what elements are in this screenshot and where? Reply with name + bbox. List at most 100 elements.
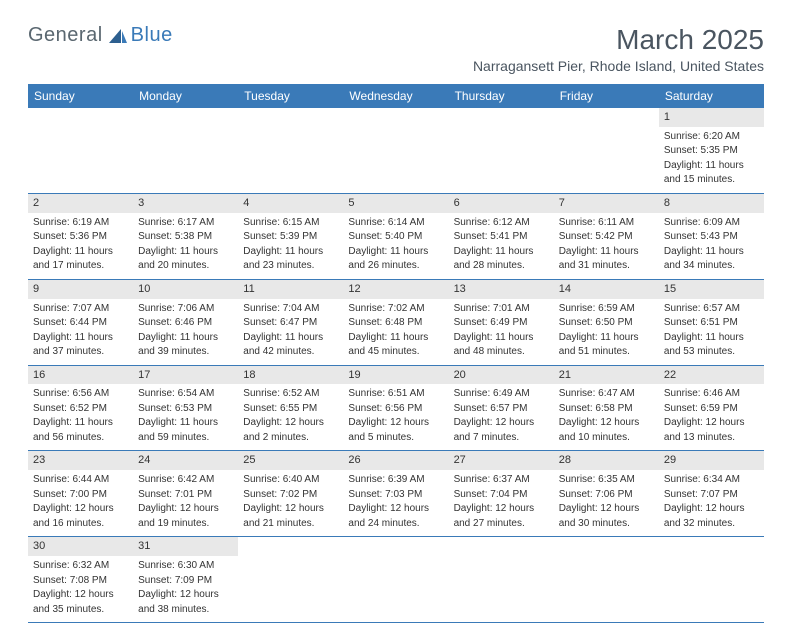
info-line: and 38 minutes.: [138, 603, 233, 617]
info-line: Sunset: 5:40 PM: [348, 230, 443, 244]
calendar: Sunday Monday Tuesday Wednesday Thursday…: [28, 84, 764, 623]
day-info: Sunrise: 6:54 AMSunset: 6:53 PMDaylight:…: [138, 387, 233, 444]
day-number: 9: [28, 280, 133, 299]
day-number: 21: [554, 366, 659, 385]
day-header: Thursday: [449, 84, 554, 108]
info-line: and 20 minutes.: [138, 259, 233, 273]
info-line: Daylight: 11 hours: [454, 245, 549, 259]
info-line: Sunrise: 6:11 AM: [559, 216, 654, 230]
day-cell: 24Sunrise: 6:42 AMSunset: 7:01 PMDayligh…: [133, 451, 238, 536]
month-title: March 2025: [473, 24, 764, 56]
info-line: Sunset: 5:43 PM: [664, 230, 759, 244]
info-line: Sunset: 7:02 PM: [243, 488, 338, 502]
info-line: and 19 minutes.: [138, 517, 233, 531]
info-line: and 7 minutes.: [454, 431, 549, 445]
day-number: 10: [133, 280, 238, 299]
info-line: and 53 minutes.: [664, 345, 759, 359]
info-line: Daylight: 11 hours: [33, 245, 128, 259]
day-cell: 31Sunrise: 6:30 AMSunset: 7:09 PMDayligh…: [133, 537, 238, 622]
info-line: Sunrise: 7:01 AM: [454, 302, 549, 316]
info-line: Sunset: 6:56 PM: [348, 402, 443, 416]
day-cell: [449, 537, 554, 622]
info-line: Sunset: 6:49 PM: [454, 316, 549, 330]
info-line: and 42 minutes.: [243, 345, 338, 359]
day-info: Sunrise: 6:35 AMSunset: 7:06 PMDaylight:…: [559, 473, 654, 530]
info-line: Sunrise: 6:56 AM: [33, 387, 128, 401]
header: General Blue March 2025 Narragansett Pie…: [28, 24, 764, 74]
info-line: Sunset: 5:39 PM: [243, 230, 338, 244]
day-cell: [343, 537, 448, 622]
info-line: and 23 minutes.: [243, 259, 338, 273]
location: Narragansett Pier, Rhode Island, United …: [473, 58, 764, 74]
day-info: Sunrise: 6:20 AMSunset: 5:35 PMDaylight:…: [664, 130, 759, 187]
info-line: Sunset: 7:00 PM: [33, 488, 128, 502]
info-line: Sunset: 6:47 PM: [243, 316, 338, 330]
info-line: Sunrise: 6:59 AM: [559, 302, 654, 316]
info-line: Daylight: 12 hours: [664, 416, 759, 430]
info-line: Sunrise: 6:52 AM: [243, 387, 338, 401]
week-row: 30Sunrise: 6:32 AMSunset: 7:08 PMDayligh…: [28, 537, 764, 623]
info-line: Daylight: 11 hours: [243, 245, 338, 259]
info-line: Daylight: 12 hours: [138, 588, 233, 602]
info-line: and 16 minutes.: [33, 517, 128, 531]
day-cell: [343, 108, 448, 193]
info-line: and 15 minutes.: [664, 173, 759, 187]
info-line: Daylight: 12 hours: [559, 502, 654, 516]
info-line: Sunrise: 6:47 AM: [559, 387, 654, 401]
day-cell: 25Sunrise: 6:40 AMSunset: 7:02 PMDayligh…: [238, 451, 343, 536]
day-info: Sunrise: 6:49 AMSunset: 6:57 PMDaylight:…: [454, 387, 549, 444]
info-line: Sunset: 5:38 PM: [138, 230, 233, 244]
logo: General Blue: [28, 24, 173, 47]
week-row: 23Sunrise: 6:44 AMSunset: 7:00 PMDayligh…: [28, 451, 764, 537]
day-info: Sunrise: 6:32 AMSunset: 7:08 PMDaylight:…: [33, 559, 128, 616]
info-line: Daylight: 11 hours: [348, 245, 443, 259]
day-number: 2: [28, 194, 133, 213]
day-number: 7: [554, 194, 659, 213]
info-line: Sunrise: 6:32 AM: [33, 559, 128, 573]
day-info: Sunrise: 6:15 AMSunset: 5:39 PMDaylight:…: [243, 216, 338, 273]
day-info: Sunrise: 6:52 AMSunset: 6:55 PMDaylight:…: [243, 387, 338, 444]
info-line: Daylight: 11 hours: [348, 331, 443, 345]
day-info: Sunrise: 6:17 AMSunset: 5:38 PMDaylight:…: [138, 216, 233, 273]
day-number: 29: [659, 451, 764, 470]
day-cell: 14Sunrise: 6:59 AMSunset: 6:50 PMDayligh…: [554, 280, 659, 365]
day-cell: 23Sunrise: 6:44 AMSunset: 7:00 PMDayligh…: [28, 451, 133, 536]
info-line: Sunrise: 6:37 AM: [454, 473, 549, 487]
day-header: Sunday: [28, 84, 133, 108]
info-line: Sunrise: 6:57 AM: [664, 302, 759, 316]
info-line: Daylight: 12 hours: [348, 416, 443, 430]
day-cell: [554, 108, 659, 193]
day-cell: [554, 537, 659, 622]
info-line: and 34 minutes.: [664, 259, 759, 273]
info-line: Sunset: 6:58 PM: [559, 402, 654, 416]
info-line: Sunrise: 6:54 AM: [138, 387, 233, 401]
info-line: Sunset: 6:55 PM: [243, 402, 338, 416]
day-number: 14: [554, 280, 659, 299]
logo-text-2: Blue: [131, 24, 173, 47]
day-number: 18: [238, 366, 343, 385]
day-cell: 4Sunrise: 6:15 AMSunset: 5:39 PMDaylight…: [238, 194, 343, 279]
info-line: Daylight: 11 hours: [33, 416, 128, 430]
info-line: Sunset: 6:51 PM: [664, 316, 759, 330]
day-cell: 2Sunrise: 6:19 AMSunset: 5:36 PMDaylight…: [28, 194, 133, 279]
info-line: Daylight: 11 hours: [664, 245, 759, 259]
day-info: Sunrise: 7:06 AMSunset: 6:46 PMDaylight:…: [138, 302, 233, 359]
day-info: Sunrise: 6:57 AMSunset: 6:51 PMDaylight:…: [664, 302, 759, 359]
day-header: Saturday: [659, 84, 764, 108]
day-number: 25: [238, 451, 343, 470]
info-line: Sunrise: 7:02 AM: [348, 302, 443, 316]
info-line: Sunrise: 6:42 AM: [138, 473, 233, 487]
day-number: 5: [343, 194, 448, 213]
info-line: Sunrise: 6:14 AM: [348, 216, 443, 230]
day-cell: 19Sunrise: 6:51 AMSunset: 6:56 PMDayligh…: [343, 366, 448, 451]
day-number: 3: [133, 194, 238, 213]
day-info: Sunrise: 6:56 AMSunset: 6:52 PMDaylight:…: [33, 387, 128, 444]
info-line: and 45 minutes.: [348, 345, 443, 359]
info-line: Daylight: 11 hours: [243, 331, 338, 345]
info-line: Daylight: 11 hours: [138, 331, 233, 345]
info-line: and 32 minutes.: [664, 517, 759, 531]
info-line: Sunset: 5:35 PM: [664, 144, 759, 158]
day-info: Sunrise: 6:47 AMSunset: 6:58 PMDaylight:…: [559, 387, 654, 444]
info-line: and 21 minutes.: [243, 517, 338, 531]
day-cell: 21 Sunrise: 6:47 AMSunset: 6:58 PMDayligh…: [554, 366, 659, 451]
